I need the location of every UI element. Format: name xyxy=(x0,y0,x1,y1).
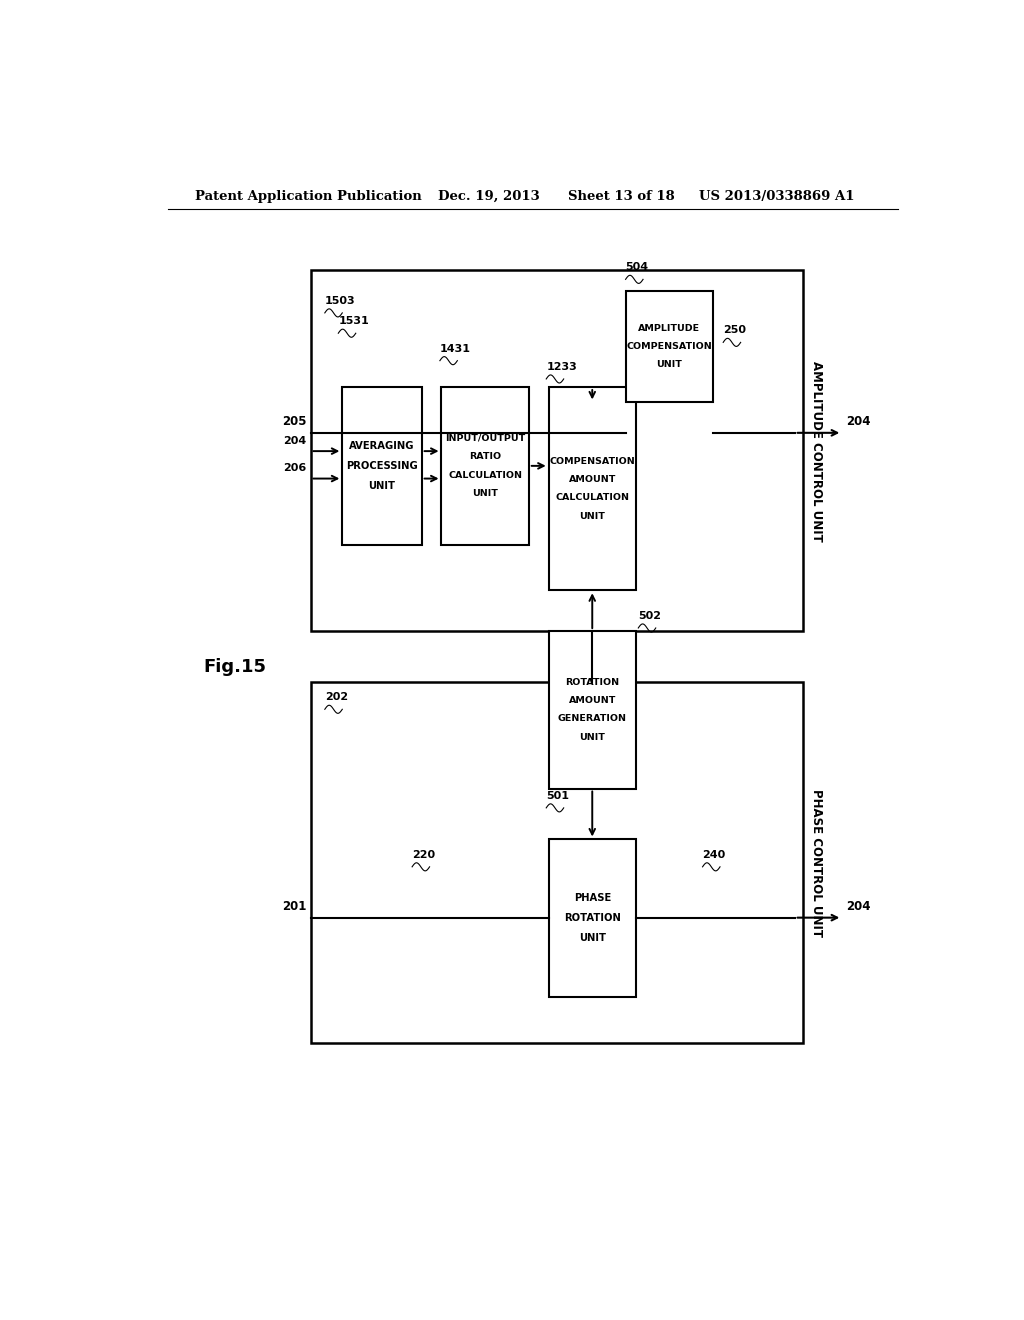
Text: 250: 250 xyxy=(723,325,746,335)
Text: COMPENSATION: COMPENSATION xyxy=(550,457,635,466)
Text: 504: 504 xyxy=(626,263,649,272)
Text: AMPLITUDE: AMPLITUDE xyxy=(638,323,700,333)
Text: 220: 220 xyxy=(412,850,435,859)
Text: 201: 201 xyxy=(283,899,306,912)
Text: 1431: 1431 xyxy=(440,343,471,354)
Text: UNIT: UNIT xyxy=(472,488,498,498)
Text: Patent Application Publication: Patent Application Publication xyxy=(196,190,422,202)
Text: PHASE CONTROL UNIT: PHASE CONTROL UNIT xyxy=(810,789,823,937)
Text: INPUT/OUTPUT: INPUT/OUTPUT xyxy=(445,434,525,444)
Text: 240: 240 xyxy=(702,850,726,859)
Text: US 2013/0338869 A1: US 2013/0338869 A1 xyxy=(699,190,855,202)
Bar xyxy=(342,387,422,545)
Text: Dec. 19, 2013: Dec. 19, 2013 xyxy=(437,190,540,202)
Bar xyxy=(549,387,636,590)
Text: COMPENSATION: COMPENSATION xyxy=(627,342,712,351)
Bar xyxy=(441,387,528,545)
Text: AMPLITUDE CONTROL UNIT: AMPLITUDE CONTROL UNIT xyxy=(810,360,823,541)
Bar xyxy=(310,682,803,1043)
Text: 1531: 1531 xyxy=(338,315,369,326)
Text: 204: 204 xyxy=(846,414,870,428)
Text: AMOUNT: AMOUNT xyxy=(568,696,616,705)
Text: 502: 502 xyxy=(638,611,662,620)
Text: PHASE: PHASE xyxy=(573,892,611,903)
Text: 1503: 1503 xyxy=(325,296,355,306)
Text: UNIT: UNIT xyxy=(579,933,606,944)
Text: UNIT: UNIT xyxy=(369,482,395,491)
Text: UNIT: UNIT xyxy=(580,512,605,520)
Text: 205: 205 xyxy=(282,414,306,428)
Text: Fig.15: Fig.15 xyxy=(204,657,266,676)
Bar xyxy=(549,631,636,788)
Text: ROTATION: ROTATION xyxy=(565,678,620,686)
Bar xyxy=(310,271,803,631)
Text: 204: 204 xyxy=(846,899,870,912)
Text: AMOUNT: AMOUNT xyxy=(568,475,616,484)
Text: 206: 206 xyxy=(284,463,306,474)
Text: 501: 501 xyxy=(546,791,569,801)
Text: AVERAGING: AVERAGING xyxy=(349,441,415,450)
Text: RATIO: RATIO xyxy=(469,453,501,461)
Text: UNIT: UNIT xyxy=(580,733,605,742)
Text: CALCULATION: CALCULATION xyxy=(555,494,630,503)
Text: CALCULATION: CALCULATION xyxy=(449,470,522,479)
Text: ROTATION: ROTATION xyxy=(564,913,621,923)
Text: 204: 204 xyxy=(284,436,306,446)
Bar xyxy=(549,840,636,997)
Text: 202: 202 xyxy=(325,692,348,702)
Text: Sheet 13 of 18: Sheet 13 of 18 xyxy=(568,190,675,202)
Bar xyxy=(626,290,713,403)
Text: 1233: 1233 xyxy=(546,362,577,372)
Text: UNIT: UNIT xyxy=(656,360,682,370)
Text: PROCESSING: PROCESSING xyxy=(346,461,418,471)
Text: GENERATION: GENERATION xyxy=(558,714,627,723)
